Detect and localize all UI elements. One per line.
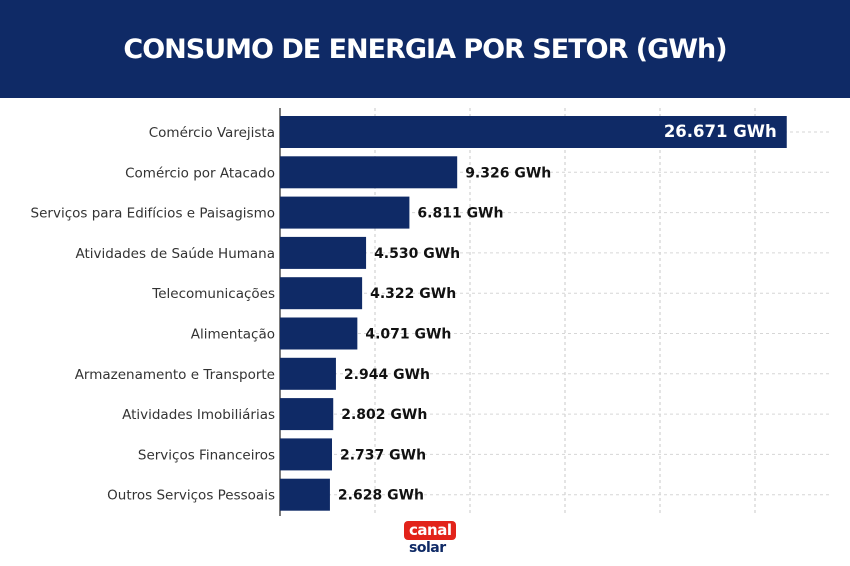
- title-banner: [0, 0, 850, 98]
- data-label: 6.811 GWh: [417, 206, 503, 222]
- bar: [280, 236, 367, 269]
- bar: [280, 478, 330, 511]
- category-label: Comércio por Atacado: [125, 165, 275, 181]
- category-label: Atividades de Saúde Humana: [75, 246, 275, 262]
- bar: [280, 196, 410, 229]
- category-label: Telecomunicações: [151, 286, 275, 302]
- bar: [280, 156, 458, 189]
- bar: [280, 398, 334, 431]
- data-label: 4.322 GWh: [370, 286, 456, 302]
- logo-text-canal: canal: [404, 521, 457, 540]
- bar: [280, 116, 787, 148]
- bar: [280, 438, 333, 471]
- bar: [280, 277, 363, 310]
- category-label: Outros Serviços Pessoais: [107, 488, 275, 504]
- logo-text-solar: solar: [409, 540, 446, 556]
- category-label: Serviços Financeiros: [138, 447, 275, 463]
- chart-title: CONSUMO DE ENERGIA POR SETOR (GWh): [123, 33, 727, 65]
- data-label: 2.737 GWh: [340, 447, 426, 463]
- category-label: Comércio Varejista: [149, 125, 275, 141]
- category-label: Armazenamento e Transporte: [75, 367, 275, 383]
- bar-chart: Comércio Varejista 26.671 GWh Comércio por…: [31, 108, 830, 516]
- category-label: Alimentação: [191, 327, 275, 343]
- bar: [280, 317, 358, 350]
- data-label: 9.326 GWh: [465, 165, 551, 181]
- data-label: 2.944 GWh: [344, 367, 430, 383]
- data-label: 26.671 GWh: [664, 122, 777, 141]
- category-label: Serviços para Edifícios e Paisagismo: [31, 206, 275, 222]
- category-label: Atividades Imobiliárias: [122, 407, 275, 423]
- data-label: 4.530 GWh: [374, 246, 460, 262]
- data-label: 2.802 GWh: [341, 407, 427, 423]
- canal-solar-logo: canal solar: [404, 521, 468, 561]
- data-label: 4.071 GWh: [365, 327, 451, 343]
- bar: [280, 357, 336, 390]
- data-label: 2.628 GWh: [338, 488, 424, 504]
